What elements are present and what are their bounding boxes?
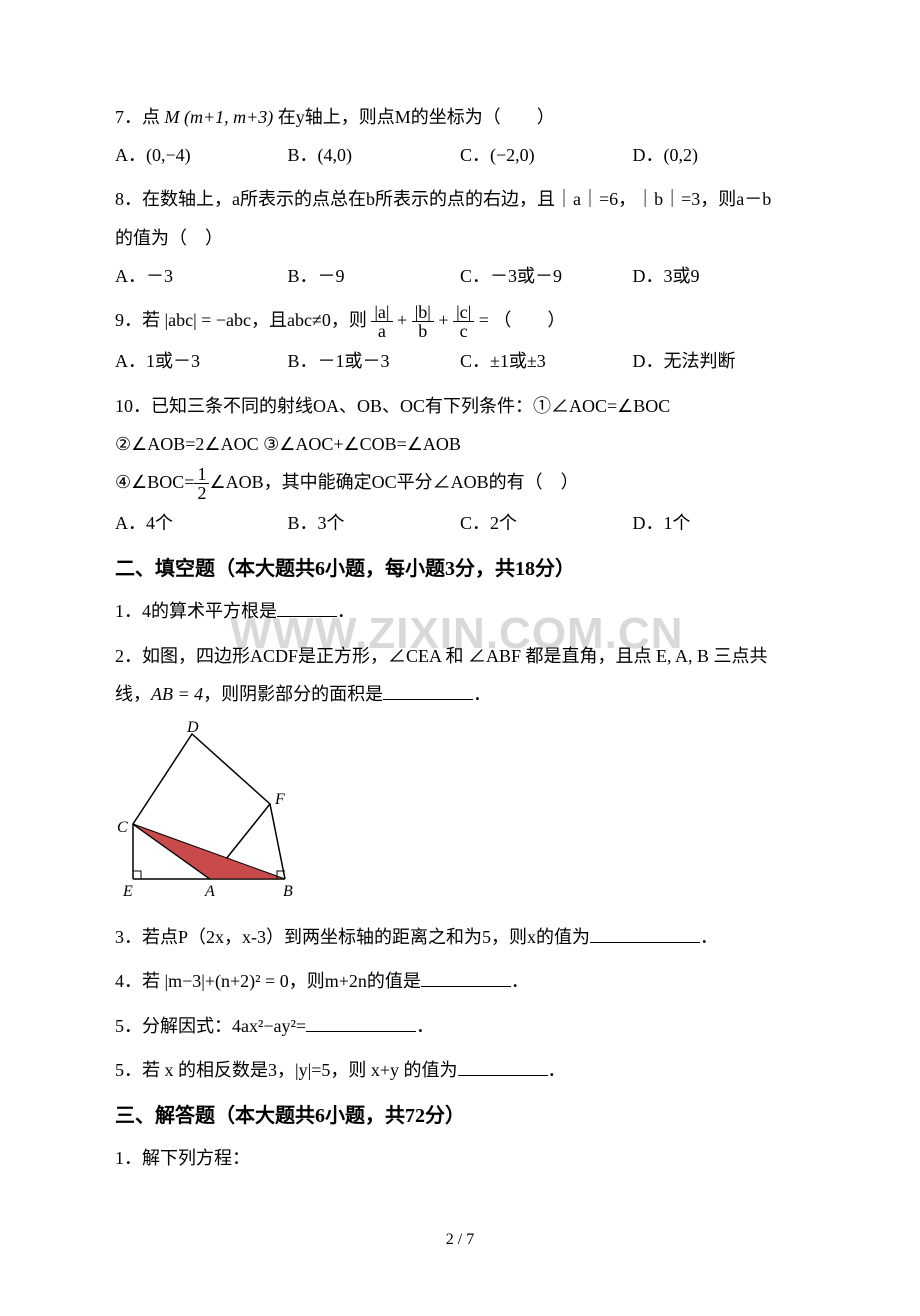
fill5-before: 5．分解因式：4ax²−ay²= [115, 1016, 306, 1036]
q10-line3: ④∠BOC=12∠AOB，其中能确定OC平分∠AOB的有（ ） [115, 465, 805, 502]
q9-frac2-den: b [412, 322, 434, 340]
page-content: 7．点 M (m+1, m+3) 在y轴上，则点M的坐标为（ ） A．(0,−4… [115, 100, 805, 1256]
fill5-after: ． [416, 1016, 434, 1036]
q9-opt-a: A．1或－3 [115, 344, 288, 378]
fill1-blank [277, 599, 337, 617]
lbl-F: F [274, 791, 285, 808]
fill-4: 4．若 |m−3|+(n+2)² = 0，则m+2n的值是 ． [115, 964, 805, 998]
fill2-line2: 线，AB = 4，则阴影部分的面积是 ． [115, 677, 805, 711]
lbl-E: E [122, 883, 133, 899]
q10-frac: 12 [194, 465, 209, 502]
q8-line1: 8．在数轴上，a所表示的点总在b所表示的点的右边，且｜a｜=6，｜b｜=3，则a… [115, 182, 805, 216]
q9-frac2: |b|b [412, 303, 434, 340]
geometry-figure-icon: D C F E A B [115, 719, 305, 899]
q7-math: M (m+1, m+3) [165, 107, 274, 127]
fill-3: 3．若点P（2x，x-3）到两坐标轴的距离之和为5，则x的值为 ． [115, 920, 805, 954]
lbl-A: A [204, 883, 215, 899]
q7-opt-c: C．(−2,0) [460, 138, 633, 172]
q8-opt-d: D．3或9 [633, 259, 806, 293]
fill5-blank [306, 1014, 416, 1032]
q9-text-after: = （ ） [474, 310, 565, 330]
q9-frac1: |a|a [371, 303, 392, 340]
q9-options: A．1或－3 B．－1或－3 C．±1或±3 D．无法判断 [115, 344, 805, 378]
q9-frac3-num: |c| [453, 303, 474, 322]
fill4-blank [421, 969, 511, 987]
fill-2: 2．如图，四边形ACDF是正方形，∠CEA 和 ∠ABF 都是直角，且点 E, … [115, 639, 805, 911]
q7-opt-d: D．(0,2) [633, 138, 806, 172]
q7-stem: 7．点 M (m+1, m+3) 在y轴上，则点M的坐标为（ ） [115, 100, 805, 134]
fill4-before: 4．若 |m−3|+(n+2)² = 0，则m+2n的值是 [115, 971, 421, 991]
question-7: 7．点 M (m+1, m+3) 在y轴上，则点M的坐标为（ ） A．(0,−4… [115, 100, 805, 172]
fill1-after: ． [337, 601, 355, 621]
q10-frac-num: 1 [194, 465, 209, 484]
fill2-blank [383, 682, 473, 700]
fill2-line2-end: ． [473, 684, 491, 704]
fill2-line2-before: 线， [115, 684, 151, 704]
q9-frac1-num: |a| [371, 303, 392, 322]
q8-opt-a: A．－3 [115, 259, 288, 293]
q10-opt-d: D．1个 [633, 506, 806, 540]
q8-line2: 的值为（ ） [115, 221, 805, 255]
lbl-D: D [186, 719, 199, 736]
fill-5b: 5．若 x 的相反数是3，|y|=5，则 x+y 的值为 ． [115, 1053, 805, 1087]
question-10: 10．已知三条不同的射线OA、OB、OC有下列条件：①∠AOC=∠BOC ②∠A… [115, 389, 805, 541]
q10-line2: ②∠AOB=2∠AOC ③∠AOC+∠COB=∠AOB [115, 427, 805, 461]
q9-frac2-num: |b| [412, 303, 434, 322]
fill2-line1: 2．如图，四边形ACDF是正方形，∠CEA 和 ∠ABF 都是直角，且点 E, … [115, 639, 805, 673]
fill2-ab: AB = 4 [151, 684, 203, 704]
fill1-before: 1．4的算术平方根是 [115, 601, 277, 621]
q9-opt-b: B．－1或－3 [288, 344, 461, 378]
question-9: 9．若 |abc| = −abc，且abc≠0，则 |a|a + |b|b + … [115, 303, 805, 379]
fill3-after: ． [700, 927, 718, 947]
q10-frac-den: 2 [194, 484, 209, 502]
q9-frac1-den: a [371, 322, 392, 340]
q9-opt-c: C．±1或±3 [460, 344, 633, 378]
section-2-heading: 二、填空题（本大题共6小题，每小题3分，共18分） [115, 550, 805, 588]
q7-options: A．(0,−4) B．(4,0) C．(−2,0) D．(0,2) [115, 138, 805, 172]
fill2-figure: D C F E A B [115, 719, 805, 910]
q9-frac3: |c|c [453, 303, 474, 340]
solve-1: 1．解下列方程： [115, 1141, 805, 1175]
q10-line3-after: ∠AOB，其中能确定OC平分∠AOB的有（ ） [209, 472, 578, 492]
lbl-C: C [117, 819, 128, 836]
q8-opt-b: B．－9 [288, 259, 461, 293]
fill4-after: ． [511, 971, 529, 991]
page-number: 2 / 7 [115, 1225, 805, 1255]
q7-opt-b: B．(4,0) [288, 138, 461, 172]
q9-frac3-den: c [453, 322, 474, 340]
fill-5: 5．分解因式：4ax²−ay²= ． [115, 1009, 805, 1043]
q10-opt-a: A．4个 [115, 506, 288, 540]
fill-1: 1．4的算术平方根是 ． [115, 594, 805, 628]
q8-options: A．－3 B．－9 C．－3或－9 D．3或9 [115, 259, 805, 293]
fill5b-before: 5．若 x 的相反数是3，|y|=5，则 x+y 的值为 [115, 1060, 458, 1080]
q10-line3-before: ④∠BOC= [115, 472, 194, 492]
q9-text-before: 9．若 |abc| = −abc，且abc≠0，则 [115, 310, 371, 330]
q7-text-before: 7．点 [115, 107, 165, 127]
q9-stem: 9．若 |abc| = −abc，且abc≠0，则 |a|a + |b|b + … [115, 303, 805, 340]
q7-opt-a: A．(0,−4) [115, 138, 288, 172]
q10-line1: 10．已知三条不同的射线OA、OB、OC有下列条件：①∠AOC=∠BOC [115, 389, 805, 423]
question-8: 8．在数轴上，a所表示的点总在b所表示的点的右边，且｜a｜=6，｜b｜=3，则a… [115, 182, 805, 293]
lbl-B: B [283, 883, 293, 899]
q8-opt-c: C．－3或－9 [460, 259, 633, 293]
fill2-line2-after: ，则阴影部分的面积是 [203, 684, 383, 704]
fill3-blank [590, 925, 700, 943]
q10-opt-b: B．3个 [288, 506, 461, 540]
fill5b-blank [458, 1058, 548, 1076]
q10-options: A．4个 B．3个 C．2个 D．1个 [115, 506, 805, 540]
fill5b-after: ． [548, 1060, 566, 1080]
fill3-before: 3．若点P（2x，x-3）到两坐标轴的距离之和为5，则x的值为 [115, 927, 590, 947]
q7-text-after: 在y轴上，则点M的坐标为（ ） [273, 107, 555, 127]
section-3-heading: 三、解答题（本大题共6小题，共72分） [115, 1097, 805, 1135]
q10-opt-c: C．2个 [460, 506, 633, 540]
q9-opt-d: D．无法判断 [633, 344, 806, 378]
